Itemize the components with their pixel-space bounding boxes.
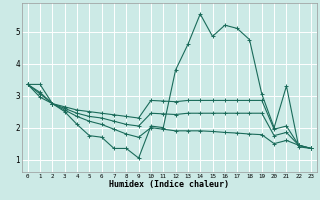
X-axis label: Humidex (Indice chaleur): Humidex (Indice chaleur) [109,180,229,189]
